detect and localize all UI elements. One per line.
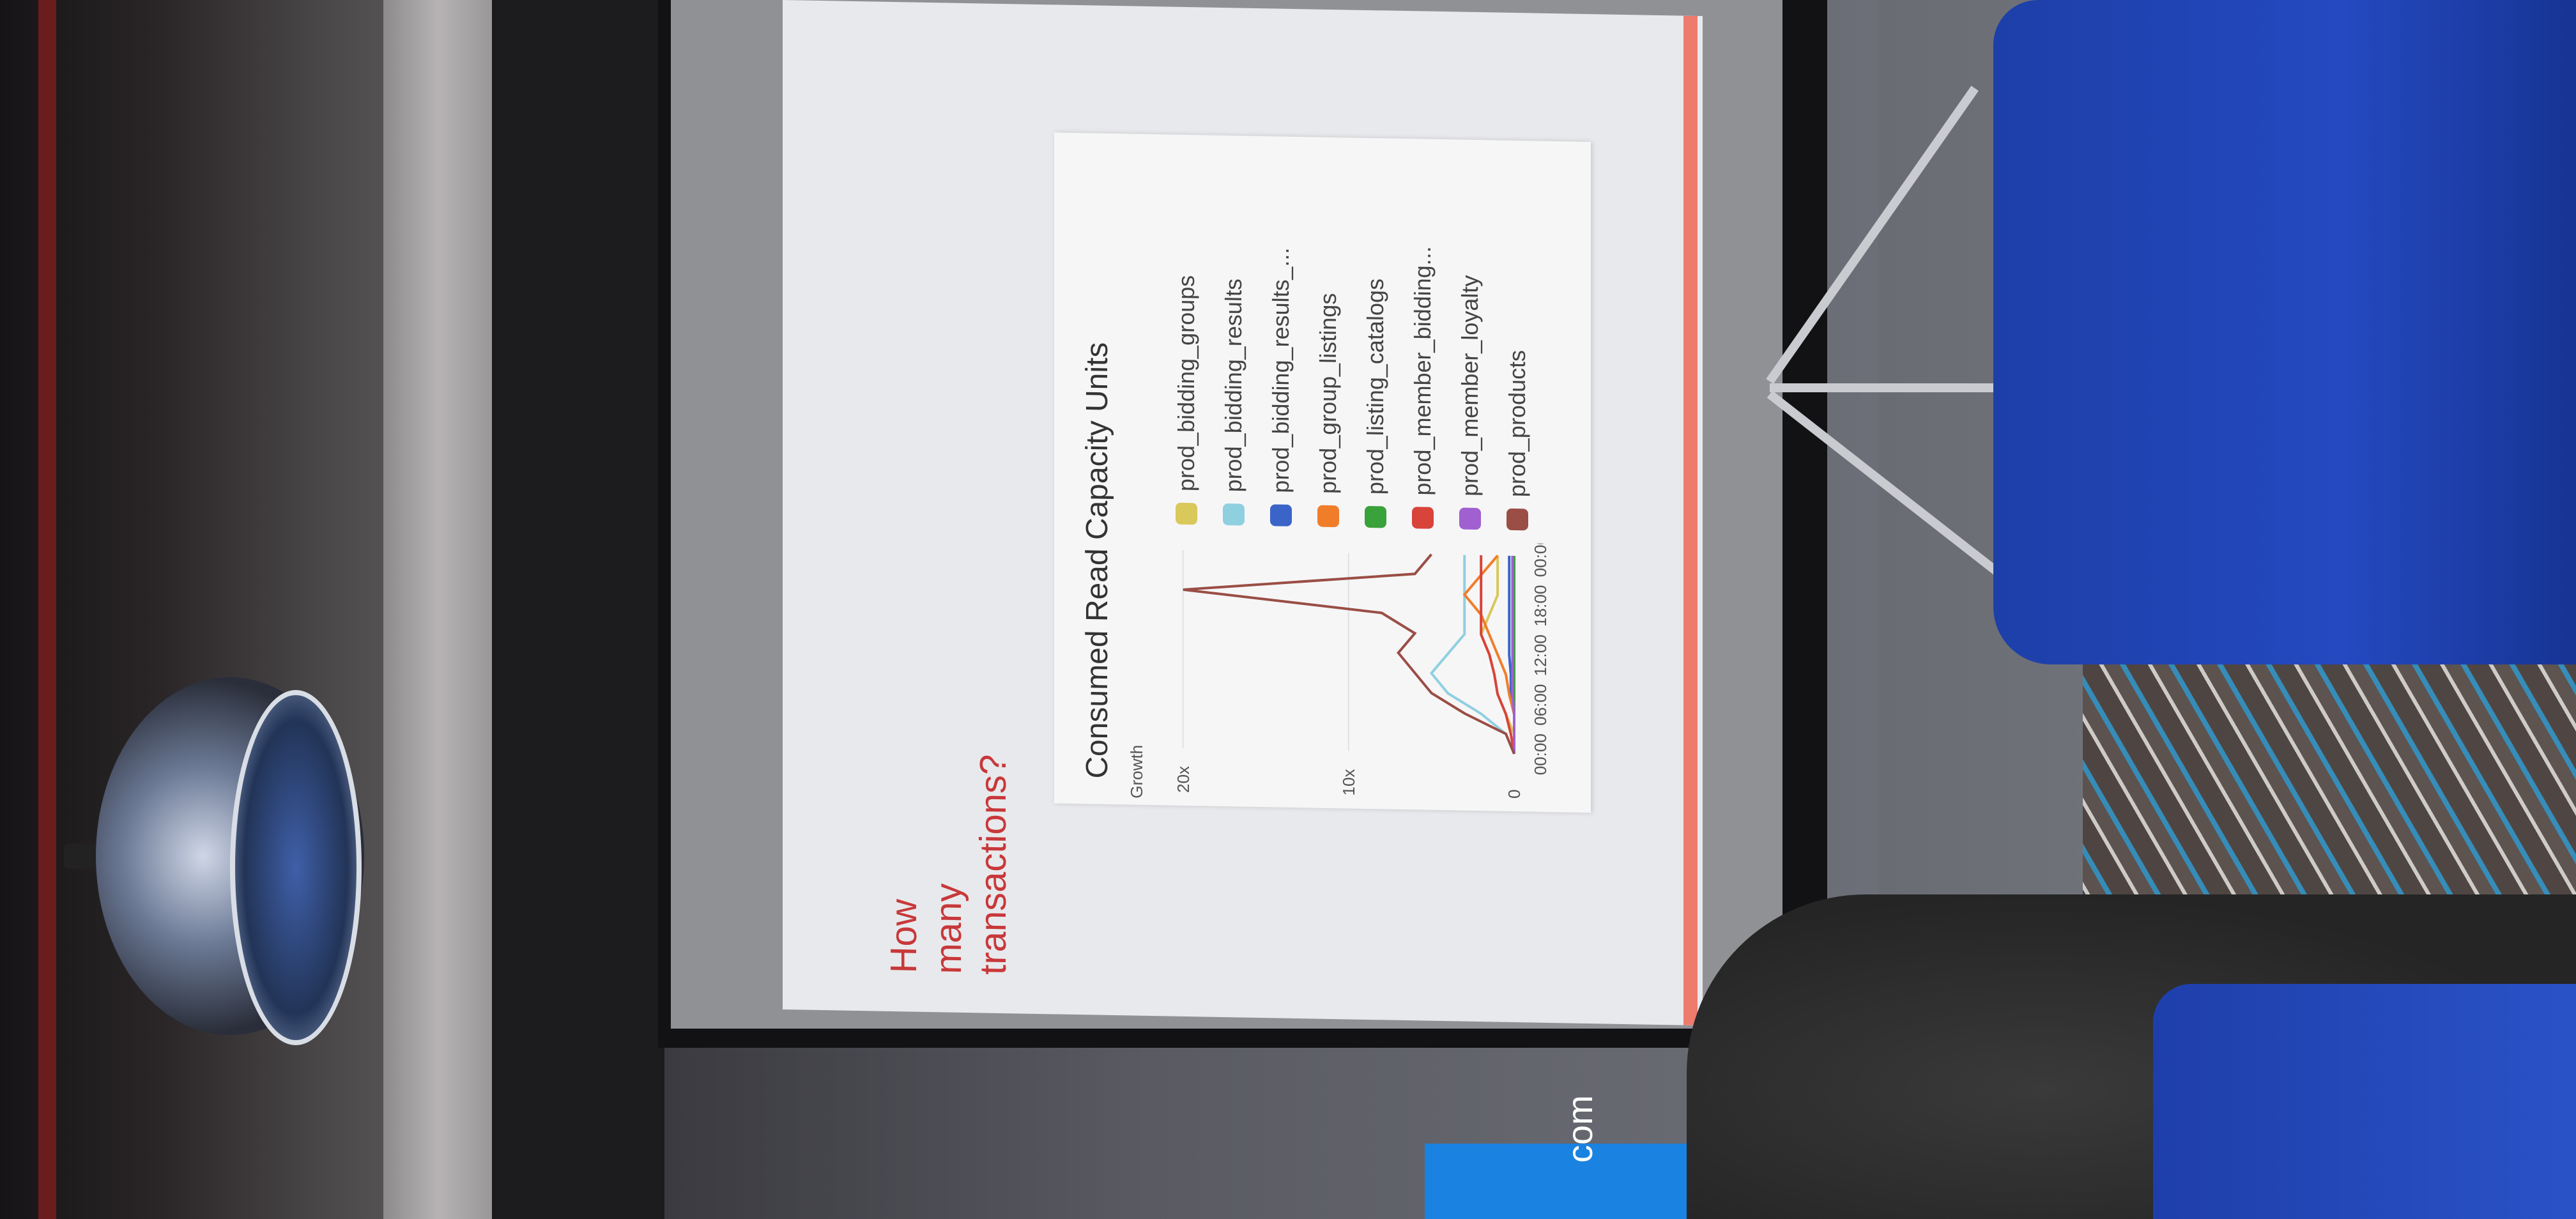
x-tick-label: 06:00 — [1531, 684, 1550, 726]
legend-item: prod_member_loyalty — [1446, 247, 1494, 530]
legend-item: prod_bidding_results_... — [1257, 243, 1305, 527]
chair-back — [2153, 984, 2576, 1219]
legend-label: prod_group_listings — [1315, 293, 1341, 494]
legend-item: prod_listing_catalogs — [1352, 245, 1399, 528]
legend-item: prod_member_bidding... — [1399, 246, 1446, 530]
slide-accent-bar — [1683, 15, 1698, 1025]
y-tick-label: 0 — [1505, 789, 1524, 799]
wall-trim — [383, 0, 492, 1219]
legend-swatch — [1459, 507, 1481, 530]
x-tick-label: 00:00 — [1531, 536, 1550, 577]
sign-text: com — [1560, 1095, 1600, 1163]
x-tick-label: 18:00 — [1531, 585, 1550, 627]
legend-item: prod_group_listings — [1305, 244, 1352, 528]
line-chart: Growth 0 10x 20x 00:00 06:00 12:00 18:00 00:00 — [1127, 536, 1550, 799]
slide-title: How many transactions? — [883, 754, 1014, 976]
legend-swatch — [1223, 503, 1245, 526]
legend-label: prod_products — [1504, 349, 1530, 498]
legend-swatch — [1506, 508, 1528, 531]
lamp-reflector — [230, 690, 362, 1045]
legend-label: prod_member_bidding... — [1409, 245, 1436, 496]
x-tick-label: 12:00 — [1531, 634, 1550, 677]
chart-legend: prod_bidding_groups prod_bidding_results p… — [1163, 241, 1541, 531]
legend-label: prod_bidding_results — [1220, 278, 1246, 493]
blue-sign — [1425, 1144, 1706, 1219]
chart-title: Consumed Read Capacity Units — [1080, 342, 1114, 779]
series-line-prod-member-bidding- — [1480, 555, 1515, 755]
legend-swatch — [1317, 505, 1339, 528]
series-line-prod-bidding-results — [1429, 555, 1515, 755]
series-line-prod-member-loyalty — [1511, 555, 1515, 755]
legend-label: prod_listing_catalogs — [1362, 278, 1388, 495]
y-tick-label: 10x — [1339, 769, 1358, 795]
red-pillar — [38, 0, 56, 1219]
chart-card: Consumed Read Capacity Units Growth 0 10x 2… — [1054, 132, 1591, 813]
legend-item: prod_products — [1494, 247, 1541, 531]
legend-swatch — [1176, 502, 1197, 525]
series-line-prod-products — [1183, 553, 1515, 755]
x-tick-label: 00:00 — [1531, 733, 1550, 776]
legend-label: prod_member_loyalty — [1457, 275, 1483, 497]
tripod-leg — [1770, 383, 2025, 392]
legend-label: prod_bidding_results_... — [1268, 247, 1294, 493]
dark-wall-band — [492, 0, 664, 1219]
chair-back — [1993, 0, 2576, 664]
slide-holder: How many transactions? Consumed Read Cap… — [783, 0, 1703, 1026]
legend-swatch — [1412, 507, 1434, 529]
legend-label: prod_bidding_groups — [1173, 275, 1199, 492]
legend-item: prod_bidding_results — [1210, 242, 1257, 526]
legend-swatch — [1365, 505, 1386, 528]
legend-item: prod_bidding_groups — [1163, 241, 1210, 525]
legend-swatch — [1270, 504, 1292, 526]
y-tick-label: 20x — [1174, 766, 1193, 793]
presentation-slide: How many transactions? Consumed Read Cap… — [783, 0, 1703, 1026]
y-axis-label: Growth — [1127, 745, 1146, 799]
